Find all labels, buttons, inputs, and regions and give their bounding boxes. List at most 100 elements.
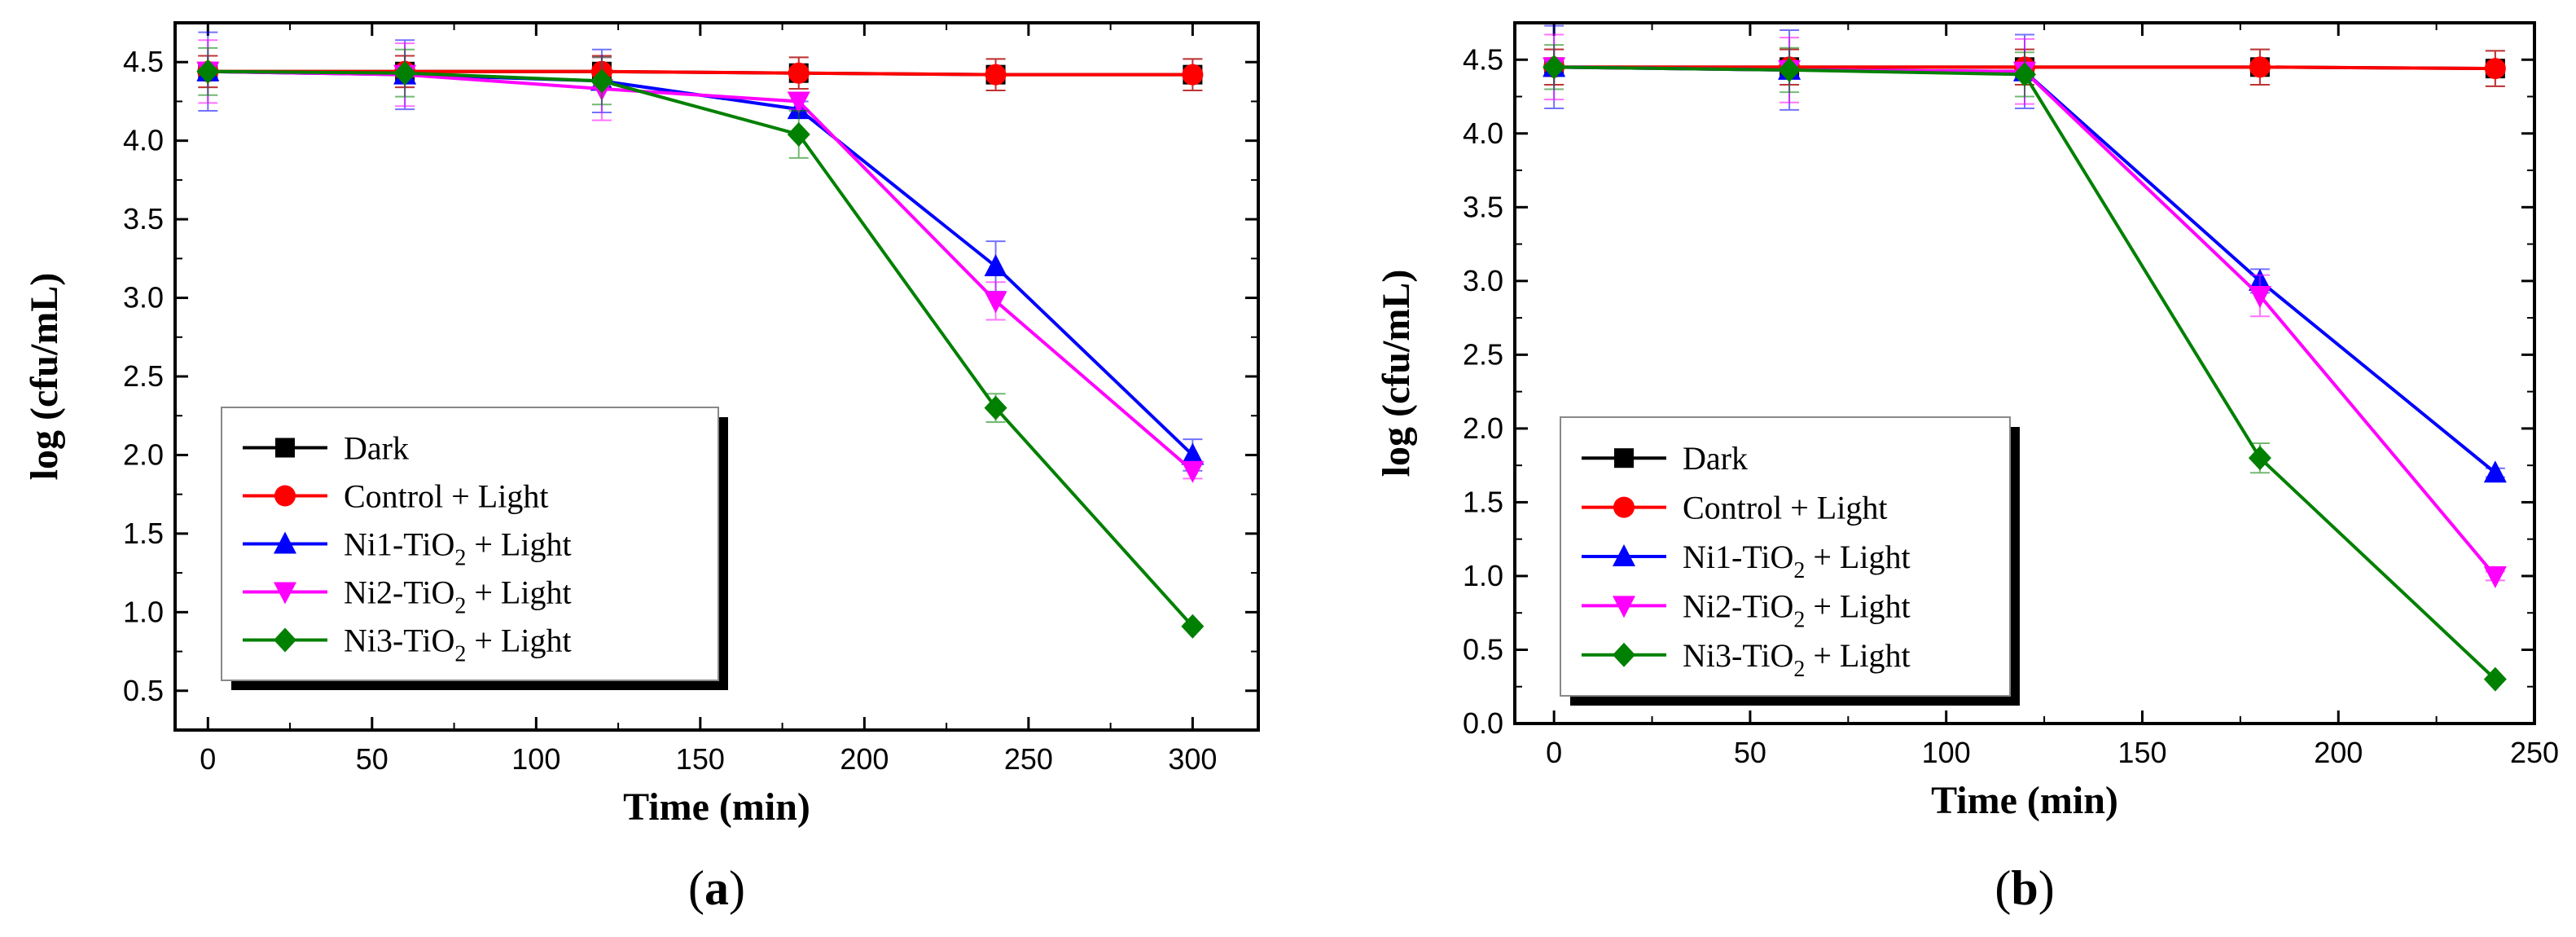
panel-label-open: ( bbox=[1995, 861, 2011, 915]
panel-a-legend-item: Dark bbox=[243, 430, 409, 467]
panel-b-data-point bbox=[2249, 56, 2271, 78]
panel-b-x-axis-title: Time (min) bbox=[1931, 779, 2118, 822]
panel-b-data-point bbox=[2483, 565, 2507, 588]
panel-b-series-line bbox=[1554, 65, 2497, 474]
panel-a-data-point bbox=[196, 59, 220, 84]
panel-a-data-point bbox=[1182, 64, 1204, 86]
panel-a-ytick-label: 1.5 bbox=[123, 517, 164, 550]
panel-a-ytick-label: 3.0 bbox=[123, 281, 164, 315]
panel-a-legend-item: Control + Light bbox=[243, 478, 548, 515]
panel-a-data-point bbox=[984, 291, 1007, 314]
panel-a-y-axis-title: log (cfu/mL) bbox=[23, 273, 66, 481]
panel-b-ytick-label: 2.5 bbox=[1463, 337, 1503, 371]
panel-b-data-point bbox=[1543, 55, 1566, 80]
panel-a-ytick-label: 0.5 bbox=[123, 674, 164, 707]
legend-label-tail: + Light bbox=[1805, 637, 1910, 674]
panel-a-series-2 bbox=[196, 31, 1205, 472]
panel-a-data-point bbox=[984, 253, 1007, 276]
legend-label-subscript: 2 bbox=[454, 642, 466, 667]
panel-label-letter: b bbox=[2011, 861, 2038, 915]
panel-b-legend-marker bbox=[1613, 642, 1635, 667]
panel-b-ytick-label: 1.0 bbox=[1463, 559, 1503, 592]
panel-b-data-point bbox=[2248, 446, 2271, 471]
panel-b-xtick-label: 200 bbox=[2314, 736, 2363, 769]
legend-label-main: Ni2-TiO bbox=[1683, 587, 1793, 624]
legend-label-main: Ni1-TiO bbox=[1683, 539, 1793, 575]
panel-a-ytick-label: 4.5 bbox=[123, 45, 164, 78]
panel-a-data-point bbox=[590, 68, 613, 94]
legend-label-tail: + Light bbox=[466, 622, 571, 659]
legend-label-main: Ni1-TiO bbox=[344, 526, 454, 563]
panel-b-xtick-label: 50 bbox=[1734, 736, 1766, 769]
panel-a-series-line bbox=[208, 69, 1194, 628]
panel-b-legend-marker bbox=[1614, 448, 1634, 468]
legend-label-main: Ni2-TiO bbox=[344, 574, 454, 611]
legend-label-subscript: 2 bbox=[454, 546, 466, 571]
panel-b-data-point bbox=[2248, 285, 2271, 308]
panel-a-legend-marker bbox=[274, 485, 296, 507]
panel-a-legend-label: Ni3-TiO2 + Light bbox=[344, 622, 572, 667]
panel-a-ytick-label: 1.0 bbox=[123, 595, 164, 628]
panel-a-xtick-label: 100 bbox=[511, 742, 560, 776]
panel-a-ytick-label: 2.5 bbox=[123, 359, 164, 393]
panel-b-legend-marker bbox=[1613, 496, 1635, 518]
panel-a-xtick-label: 300 bbox=[1168, 742, 1217, 776]
panel-label-open: ( bbox=[688, 861, 704, 915]
panel-b-legend-item: Dark bbox=[1582, 440, 1748, 477]
panel-a-xtick-label: 200 bbox=[840, 742, 889, 776]
panel-b-data-point bbox=[2013, 62, 2036, 87]
legend-label-subscript: 2 bbox=[1793, 558, 1805, 583]
panel-b-xtick-label: 150 bbox=[2117, 736, 2166, 769]
panel-a-legend-label: Control + Light bbox=[344, 478, 548, 515]
panel-a-legend-label: Dark bbox=[344, 430, 409, 467]
panel-a-chart: 0.5 1.0 1.5 2.0 2.5 3.0 3.5 4.0 4.5 0 50 100 150 200 2… bbox=[23, 21, 1260, 915]
panel-a-data-point bbox=[985, 64, 1007, 86]
panel-a-xtick-label: 0 bbox=[200, 742, 216, 776]
panel-b-ytick-label: 1.5 bbox=[1463, 485, 1503, 518]
legend-label-main: Ni3-TiO bbox=[344, 622, 454, 659]
panel-b-data-point bbox=[2483, 666, 2507, 692]
panel-b-panel-label: (b) bbox=[1995, 861, 2054, 915]
panel-b-ytick-label: 0.0 bbox=[1463, 706, 1503, 740]
panel-label-close: ) bbox=[729, 861, 745, 915]
panel-a-legend-label: Ni1-TiO2 + Light bbox=[344, 526, 572, 571]
panel-b-ytick-label: 3.5 bbox=[1463, 190, 1503, 223]
panel-a-ytick-label: 4.0 bbox=[123, 124, 164, 157]
panel-a-series-line bbox=[208, 69, 1194, 456]
panel-b-legend-item: Ni2-TiO2 + Light bbox=[1582, 587, 1911, 632]
legend-label-tail: + Light bbox=[466, 574, 571, 611]
panel-b-data-point bbox=[1778, 57, 1801, 82]
panel-a-xtick-label: 150 bbox=[676, 742, 725, 776]
panel-b-chart: 0.0 0.5 1.0 1.5 2.0 2.5 3.0 3.5 4.0 4.5 0 50 100 150 2… bbox=[1375, 21, 2559, 915]
panel-b-ytick-label: 4.5 bbox=[1463, 42, 1503, 76]
panel-a-x-axis-title: Time (min) bbox=[623, 785, 810, 829]
panel-a-xtick-label: 50 bbox=[356, 742, 388, 776]
panel-b-ytick-label: 2.0 bbox=[1463, 411, 1503, 445]
panel-a-series-4 bbox=[196, 46, 1205, 639]
panel-b-legend-marker bbox=[1613, 544, 1635, 566]
panel-a-panel-label: (a) bbox=[688, 861, 745, 915]
panel-b-legend-label: Dark bbox=[1683, 440, 1748, 477]
panel-a-legend-item: Ni3-TiO2 + Light bbox=[243, 622, 572, 667]
legend-label-main: Ni3-TiO bbox=[1683, 637, 1793, 674]
panel-a-xtick-label: 250 bbox=[1004, 742, 1053, 776]
panel-a-legend-label: Ni2-TiO2 + Light bbox=[344, 574, 572, 619]
panel-a-data-point bbox=[1181, 442, 1205, 465]
panel-b-xtick-label: 100 bbox=[1922, 736, 1971, 769]
panel-b-plot-frame bbox=[1513, 21, 2536, 725]
panel-a-legend-item: Ni1-TiO2 + Light bbox=[243, 526, 572, 571]
panel-label-close: ) bbox=[2038, 861, 2055, 915]
panel-b-data-point bbox=[2483, 460, 2507, 483]
legend-label-subscript: 2 bbox=[1793, 607, 1805, 632]
panel-a-data-point bbox=[1181, 460, 1205, 483]
panel-a-data-point bbox=[787, 121, 810, 147]
panel-label-letter: a bbox=[704, 861, 729, 915]
legend-label-subscript: 2 bbox=[454, 594, 466, 619]
panel-b-ytick-label: 4.0 bbox=[1463, 117, 1503, 150]
panel-a-data-point bbox=[1181, 614, 1205, 639]
panel-a-data-point bbox=[393, 60, 417, 86]
panel-a-legend-marker bbox=[274, 531, 296, 554]
panel-b-legend-item: Ni1-TiO2 + Light bbox=[1582, 539, 1911, 583]
